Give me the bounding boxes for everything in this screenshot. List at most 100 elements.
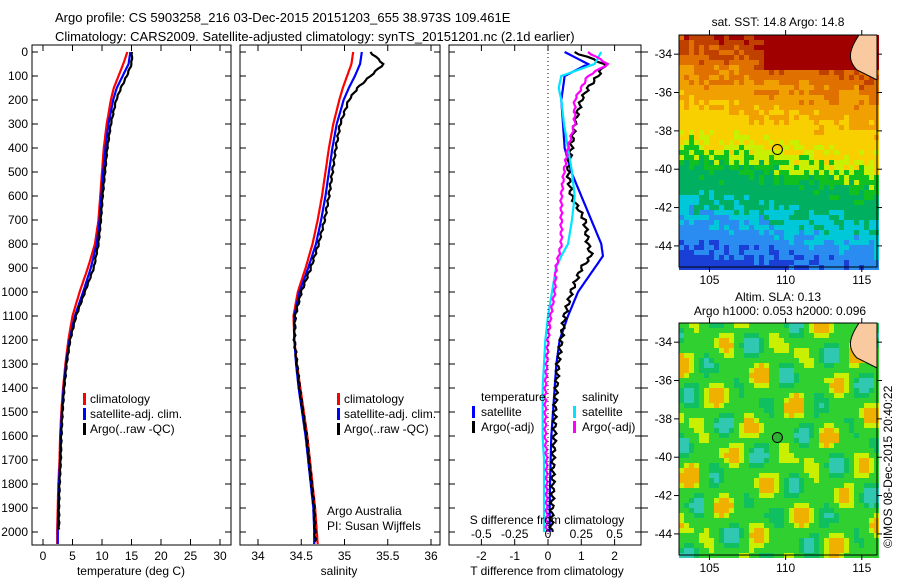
map-cell	[709, 95, 714, 100]
map-cell	[869, 408, 874, 413]
map-cell	[809, 145, 814, 150]
map-cell	[719, 378, 724, 383]
map-cell	[724, 423, 729, 428]
map-cell	[834, 190, 839, 195]
map-cell	[739, 190, 744, 195]
map-cell	[704, 398, 709, 403]
map-cell	[819, 428, 824, 433]
map-cell	[834, 205, 839, 210]
map-cell	[814, 398, 819, 403]
map-cell	[799, 130, 804, 135]
map-cell	[694, 150, 699, 155]
map-cell	[719, 60, 724, 65]
map-cell	[819, 40, 824, 45]
map-cell	[859, 508, 864, 513]
map-cell	[814, 543, 819, 548]
map-cell	[699, 120, 704, 125]
map-cell	[694, 418, 699, 423]
map-cell	[734, 255, 739, 260]
map-cell	[684, 333, 689, 338]
map-cell	[734, 145, 739, 150]
map-cell	[694, 443, 699, 448]
map-cell	[694, 498, 699, 503]
map-cell	[869, 80, 874, 85]
map-cell	[709, 328, 714, 333]
map-cell	[749, 428, 754, 433]
legend-t-satellite: satellite	[481, 405, 522, 419]
map-cell	[774, 548, 779, 553]
map-cell	[804, 323, 809, 328]
map-cell	[754, 333, 759, 338]
map-cell	[729, 548, 734, 553]
map-cell	[849, 518, 854, 523]
map-y-tick-label: -34	[655, 47, 673, 61]
map-cell	[824, 185, 829, 190]
map-cell	[744, 418, 749, 423]
map-cell	[819, 403, 824, 408]
map-cell	[834, 498, 839, 503]
map-cell	[764, 140, 769, 145]
map-cell	[729, 393, 734, 398]
map-cell	[799, 90, 804, 95]
map-cell	[729, 110, 734, 115]
legend-swatch-climatology	[83, 393, 86, 405]
map-cell	[799, 428, 804, 433]
map-cell	[829, 363, 834, 368]
map-cell	[779, 428, 784, 433]
map-cell	[714, 125, 719, 130]
map-cell	[694, 438, 699, 443]
map-cell	[724, 35, 729, 40]
x-tick-label: 36	[424, 549, 438, 563]
map-cell	[844, 383, 849, 388]
map-cell	[699, 518, 704, 523]
map-cell	[859, 363, 864, 368]
legend-swatch-satellite	[83, 408, 86, 420]
depth-tick-label: 1500	[1, 405, 28, 419]
map-cell	[839, 498, 844, 503]
map-cell	[849, 373, 854, 378]
map-cell	[739, 145, 744, 150]
map-cell	[744, 473, 749, 478]
map-cell	[869, 225, 874, 230]
map-cell	[854, 255, 859, 260]
map-cell	[734, 393, 739, 398]
map-cell	[869, 513, 874, 518]
map-cell	[844, 473, 849, 478]
map-cell	[699, 473, 704, 478]
s-diff-tick-label: 0	[545, 527, 552, 541]
map-cell	[789, 215, 794, 220]
map-cell	[839, 368, 844, 373]
map-cell	[859, 398, 864, 403]
map-cell	[844, 498, 849, 503]
map-cell	[779, 130, 784, 135]
map-cell	[779, 458, 784, 463]
map-cell	[829, 413, 834, 418]
map-cell	[774, 538, 779, 543]
map-cell	[789, 388, 794, 393]
map-cell	[724, 165, 729, 170]
map-cell	[689, 220, 694, 225]
map-cell	[869, 260, 874, 265]
map-cell	[834, 65, 839, 70]
map-cell	[819, 513, 824, 518]
map-cell	[709, 240, 714, 245]
map-cell	[709, 75, 714, 80]
map-cell	[829, 260, 834, 265]
map-cell	[854, 413, 859, 418]
map-cell	[684, 508, 689, 513]
map-cell	[699, 458, 704, 463]
map-cell	[809, 513, 814, 518]
map-cell	[809, 45, 814, 50]
map-cell	[819, 528, 824, 533]
map-cell	[824, 463, 829, 468]
legend-s-satellite: satellite	[582, 405, 623, 419]
map-cell	[679, 180, 684, 185]
map-cell	[809, 428, 814, 433]
map-cell	[704, 95, 709, 100]
map-cell	[804, 523, 809, 528]
map-cell	[809, 85, 814, 90]
map-cell	[754, 35, 759, 40]
map-cell	[679, 323, 684, 328]
map-cell	[814, 478, 819, 483]
map-cell	[764, 155, 769, 160]
